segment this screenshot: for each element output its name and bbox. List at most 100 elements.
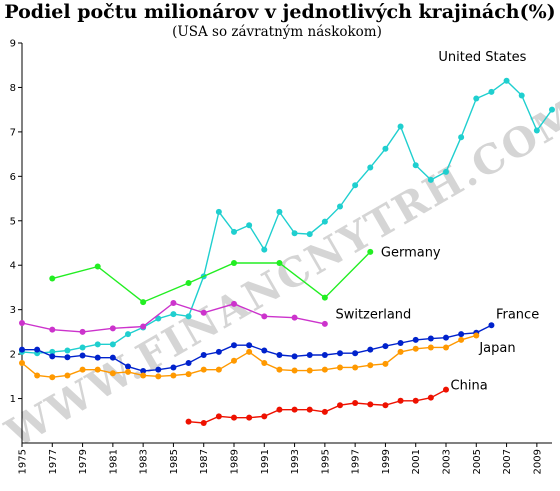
- x-tick-label: 1977: [48, 449, 59, 474]
- x-tick-label: 1985: [169, 449, 180, 474]
- data-point-japan: [397, 348, 404, 355]
- data-point-germany: [94, 263, 101, 270]
- data-point-france: [488, 322, 495, 329]
- series-label-japan: Japan: [478, 341, 515, 356]
- x-tick-label: 1991: [260, 449, 271, 474]
- data-point-united-states: [412, 162, 419, 169]
- y-tick-label: 7: [10, 127, 16, 138]
- x-tick-label: 1983: [139, 449, 150, 474]
- data-point-china: [246, 414, 253, 421]
- data-point-switzerland: [19, 320, 25, 326]
- data-point-france: [337, 350, 343, 357]
- data-point-japan: [231, 357, 237, 364]
- data-point-china: [306, 406, 313, 413]
- data-point-germany: [231, 260, 237, 266]
- data-point-japan: [458, 336, 465, 343]
- data-point-united-states: [185, 313, 192, 320]
- data-point-japan: [185, 371, 192, 378]
- x-tick-label: 2009: [532, 449, 543, 474]
- data-point-china: [231, 414, 237, 421]
- data-point-japan: [291, 367, 298, 374]
- data-point-japan: [155, 373, 162, 380]
- x-tick-label: 1979: [78, 449, 89, 474]
- data-point-switzerland: [321, 320, 328, 327]
- data-point-france: [49, 353, 56, 360]
- data-point-united-states: [276, 208, 283, 215]
- data-point-united-states: [382, 145, 389, 152]
- y-tick-label: 6: [10, 172, 16, 183]
- data-point-japan: [352, 364, 359, 371]
- data-point-switzerland: [291, 314, 298, 321]
- chart-subtitle: (USA so závratným náskokom): [172, 24, 382, 40]
- watermark-text: WWW.FINANCNYTRH.COM: [0, 89, 560, 457]
- x-tick-label: 1981: [108, 449, 119, 474]
- x-tick-label: 1999: [381, 449, 392, 474]
- data-point-france: [155, 366, 162, 373]
- axes: 1 2 3 4 5 6 7 8 9 1975 1977 1979 1981 1983 1985 1987 198…: [10, 39, 552, 474]
- data-point-germany: [185, 280, 192, 286]
- data-point-united-states: [473, 95, 480, 102]
- data-point-united-states: [427, 176, 434, 183]
- data-point-france: [382, 343, 389, 350]
- data-point-united-states: [49, 348, 56, 355]
- series-switzerland: Switzerland: [19, 300, 411, 335]
- data-point-japan: [337, 364, 343, 371]
- data-point-france: [64, 354, 71, 361]
- x-tick-label: 2001: [411, 449, 422, 474]
- data-point-france: [352, 350, 359, 357]
- data-point-france: [140, 368, 147, 374]
- data-point-china: [276, 406, 283, 413]
- x-tick-label: 2005: [472, 449, 483, 474]
- series-japan: Japan: [19, 332, 516, 381]
- data-point-germany: [276, 260, 283, 266]
- data-point-france: [306, 352, 313, 358]
- watermark: WWW.FINANCNYTRH.COM: [0, 89, 560, 457]
- data-point-switzerland: [79, 328, 86, 335]
- data-point-japan: [246, 348, 253, 355]
- data-point-united-states: [246, 222, 253, 229]
- data-point-france: [321, 352, 328, 358]
- x-tick-label: 2007: [502, 449, 513, 474]
- series-united-states: United States: [19, 50, 555, 357]
- data-point-switzerland: [261, 313, 268, 320]
- data-point-japan: [261, 360, 268, 366]
- data-point-united-states: [518, 92, 525, 99]
- data-point-japan: [109, 370, 116, 377]
- data-point-united-states: [367, 164, 374, 171]
- series-line-china: [188, 389, 447, 424]
- series-line-united-states: [21, 79, 553, 354]
- data-point-united-states: [488, 88, 495, 95]
- data-point-switzerland: [170, 300, 177, 306]
- data-point-france: [79, 352, 86, 359]
- data-point-japan: [19, 360, 25, 366]
- series-line-germany: [52, 251, 371, 303]
- data-point-france: [19, 346, 25, 353]
- series-france: France: [19, 308, 539, 374]
- data-point-switzerland: [140, 323, 147, 330]
- y-tick-label: 8: [10, 83, 16, 94]
- data-point-united-states: [170, 311, 177, 318]
- data-point-japan: [443, 344, 449, 351]
- data-point-united-states: [458, 134, 465, 141]
- data-point-japan: [170, 372, 177, 379]
- data-point-united-states: [533, 127, 540, 134]
- data-point-united-states: [306, 231, 313, 238]
- x-tick-label: 1989: [230, 449, 241, 474]
- data-point-japan: [200, 366, 207, 373]
- data-point-china: [337, 402, 343, 409]
- data-point-france: [231, 342, 237, 349]
- data-point-france: [427, 335, 434, 342]
- series-label-france: France: [496, 308, 539, 323]
- data-point-china: [412, 397, 419, 404]
- data-point-japan: [382, 360, 389, 367]
- series-label-germany: Germany: [381, 245, 441, 260]
- data-point-france: [170, 364, 177, 371]
- data-point-china: [185, 418, 192, 425]
- data-point-germany: [49, 275, 56, 282]
- data-point-france: [291, 353, 298, 360]
- series-germany: Germany: [49, 245, 441, 306]
- data-point-france: [246, 342, 253, 349]
- data-point-china: [397, 397, 404, 404]
- data-point-japan: [367, 362, 374, 369]
